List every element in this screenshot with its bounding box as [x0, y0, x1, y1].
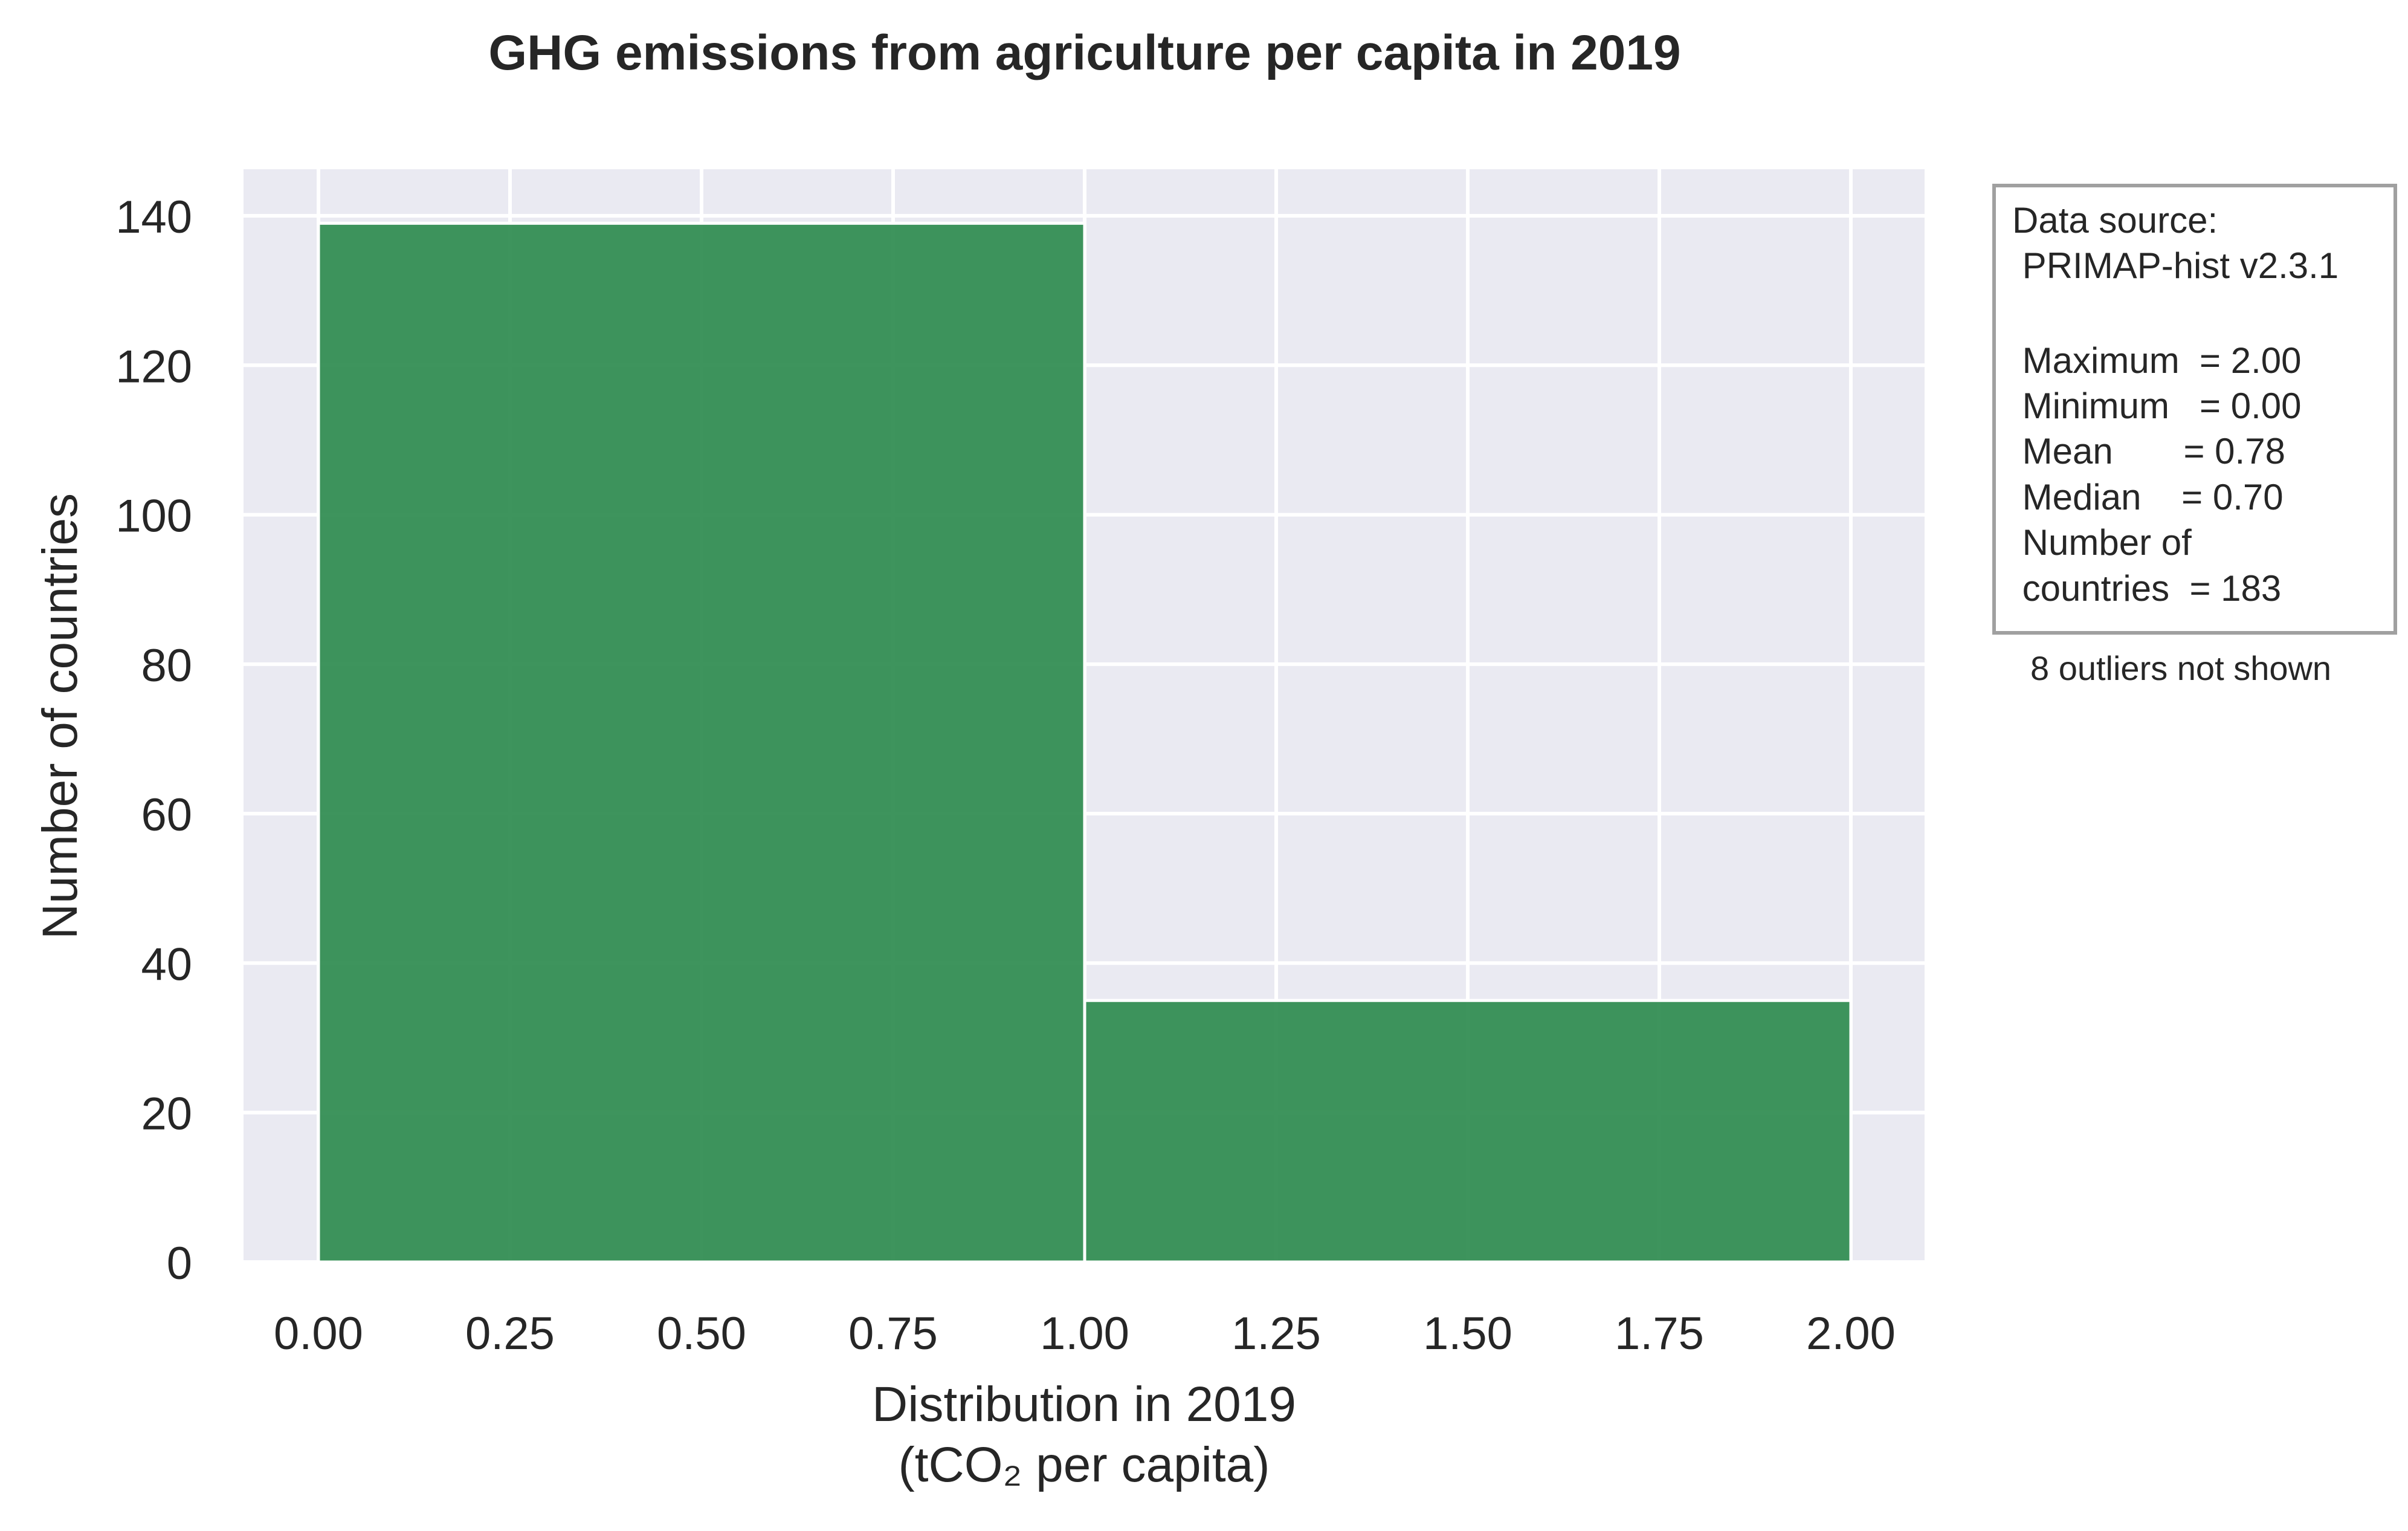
x-tick-label-5: 1.25	[1231, 1308, 1321, 1359]
y-tick-label-0: 0	[167, 1238, 192, 1289]
info-box-line-8: countries = 183	[2012, 568, 2281, 609]
info-box-line-7: Number of	[2012, 522, 2192, 563]
x-axis-unit-label: (tCO₂ per capita)	[898, 1437, 1270, 1492]
x-axis-label: Distribution in 2019	[872, 1377, 1296, 1432]
info-box-line-4: Minimum = 0.00	[2012, 386, 2302, 426]
y-axis-ticks: 0 20 40 60 80 100 120 140	[115, 192, 192, 1289]
x-tick-label-2: 0.50	[657, 1308, 746, 1359]
x-tick-label-4: 1.00	[1040, 1308, 1129, 1359]
info-box-line-5: Mean = 0.78	[2012, 431, 2285, 471]
x-tick-label-1: 0.25	[465, 1308, 555, 1359]
x-tick-label-0: 0.00	[274, 1308, 363, 1359]
info-box	[1992, 184, 2397, 635]
info-box-line-1: PRIMAP-hist v2.3.1	[2012, 245, 2339, 286]
y-tick-label-6: 120	[115, 341, 192, 392]
y-tick-label-3: 60	[141, 789, 192, 841]
info-box-text: Data source: PRIMAP-hist v2.3.1 Maximum …	[2012, 200, 2339, 609]
x-tick-label-8: 2.00	[1806, 1308, 1896, 1359]
x-tick-label-6: 1.50	[1423, 1308, 1512, 1359]
outliers-note: 8 outliers not shown	[2030, 649, 2331, 687]
info-box-line-3: Maximum = 2.00	[2012, 340, 2302, 381]
chart-title: GHG emissions from agriculture per capit…	[488, 25, 1680, 80]
y-tick-label-1: 20	[141, 1089, 192, 1140]
info-box-line-0: Data source:	[2012, 200, 2218, 241]
x-tick-label-7: 1.75	[1615, 1308, 1704, 1359]
y-tick-label-5: 100	[115, 491, 192, 542]
y-tick-label-7: 140	[115, 192, 192, 243]
y-tick-label-2: 40	[141, 939, 192, 990]
histogram-bar-0	[317, 221, 1086, 1264]
x-tick-label-3: 0.75	[848, 1308, 938, 1359]
x-axis-ticks: 0.00 0.25 0.50 0.75 1.00 1.25 1.50 1.75 2.00	[274, 1308, 1896, 1359]
info-box-line-6: Median = 0.70	[2012, 477, 2284, 517]
histogram-bars	[317, 221, 1853, 1264]
y-tick-label-4: 80	[141, 640, 192, 691]
y-axis-label: Number of countries	[33, 493, 88, 939]
histogram-bar-1	[1083, 999, 1853, 1264]
